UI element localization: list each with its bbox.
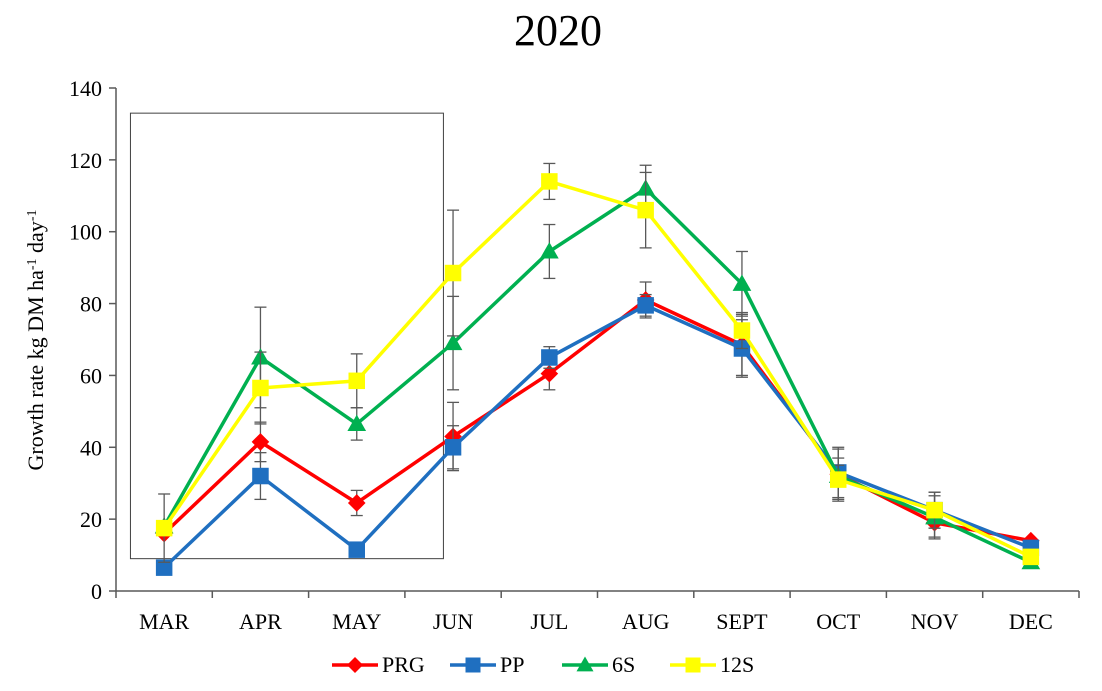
legend-item-prg: PRG — [332, 652, 425, 677]
data-point — [252, 379, 269, 397]
data-point — [830, 471, 847, 488]
data-point — [540, 364, 559, 383]
data-point — [348, 541, 365, 558]
data-point — [541, 349, 558, 366]
legend-swatch-marker — [685, 657, 701, 673]
y-tick-label: 140 — [69, 76, 102, 101]
y-tick-label: 60 — [80, 363, 102, 388]
x-tick-label: JUN — [433, 609, 473, 634]
legend-label: PP — [500, 652, 524, 677]
x-tick-label: MAY — [332, 609, 381, 634]
y-tick-label: 100 — [69, 220, 102, 245]
data-point — [444, 264, 462, 282]
legend-swatch-marker — [465, 657, 481, 673]
data-point — [637, 201, 654, 219]
x-tick-label: AUG — [622, 609, 670, 634]
series-line — [162, 179, 1032, 559]
y-axis-title: Growth rate kg DM ha-1 day-1 — [23, 209, 48, 470]
x-tick-label: MAR — [139, 609, 189, 634]
y-axis-title-main: Growth rate kg DM ha — [23, 270, 48, 471]
y-axis-title-mid: day — [23, 221, 48, 258]
legend-label: PRG — [382, 652, 425, 677]
x-tick-label: DEC — [1009, 609, 1053, 634]
y-tick-label: 20 — [80, 507, 102, 532]
y-axis-title-sup1: -1 — [25, 258, 40, 270]
data-point — [155, 519, 173, 537]
legend-item-12s: 12S — [670, 652, 754, 677]
legend-swatch-marker — [576, 656, 594, 672]
y-axis-title-sup2: -1 — [25, 209, 40, 221]
y-tick-label: 40 — [80, 435, 102, 460]
y-tick-label: 120 — [69, 148, 102, 173]
series-group — [154, 162, 1041, 576]
data-point — [443, 333, 463, 351]
legend-label: 6S — [612, 652, 635, 677]
legend-swatch-marker — [347, 657, 363, 673]
series-line — [162, 303, 1032, 569]
data-point — [926, 501, 943, 519]
legend-item-pp: PP — [450, 652, 524, 677]
data-point — [347, 494, 366, 512]
y-axis: 0 20 40 60 80 100 120 140 — [69, 76, 117, 604]
data-point — [155, 559, 173, 576]
x-tick-label: JUL — [530, 609, 568, 634]
data-point — [1022, 548, 1040, 566]
highlight-box — [129, 112, 444, 560]
series-12s — [155, 162, 1040, 566]
y-tick-label: 0 — [91, 579, 102, 604]
data-point — [732, 274, 752, 291]
data-point — [251, 433, 270, 451]
x-tick-label: SEPT — [716, 609, 768, 634]
data-point — [637, 297, 654, 314]
series-prg — [155, 281, 1040, 550]
legend-item-6s: 6S — [562, 652, 635, 677]
y-tick-label: 80 — [80, 292, 102, 317]
data-point — [541, 173, 558, 190]
x-tick-label: NOV — [911, 609, 959, 634]
legend-label: 12S — [720, 652, 754, 677]
chart-title: 2020 — [514, 6, 602, 55]
data-point — [733, 322, 751, 339]
data-point — [252, 467, 269, 485]
x-tick-label: APR — [239, 609, 282, 634]
x-tick-label: OCT — [816, 609, 861, 634]
data-point — [347, 414, 367, 431]
data-point — [540, 242, 559, 259]
data-point — [444, 439, 462, 456]
x-axis: MAR APR MAY JUN JUL AUG SEPT OCT NOV DEC — [115, 590, 1080, 634]
data-point — [348, 372, 365, 390]
legend: PRG PP 6S 12S — [332, 652, 754, 677]
